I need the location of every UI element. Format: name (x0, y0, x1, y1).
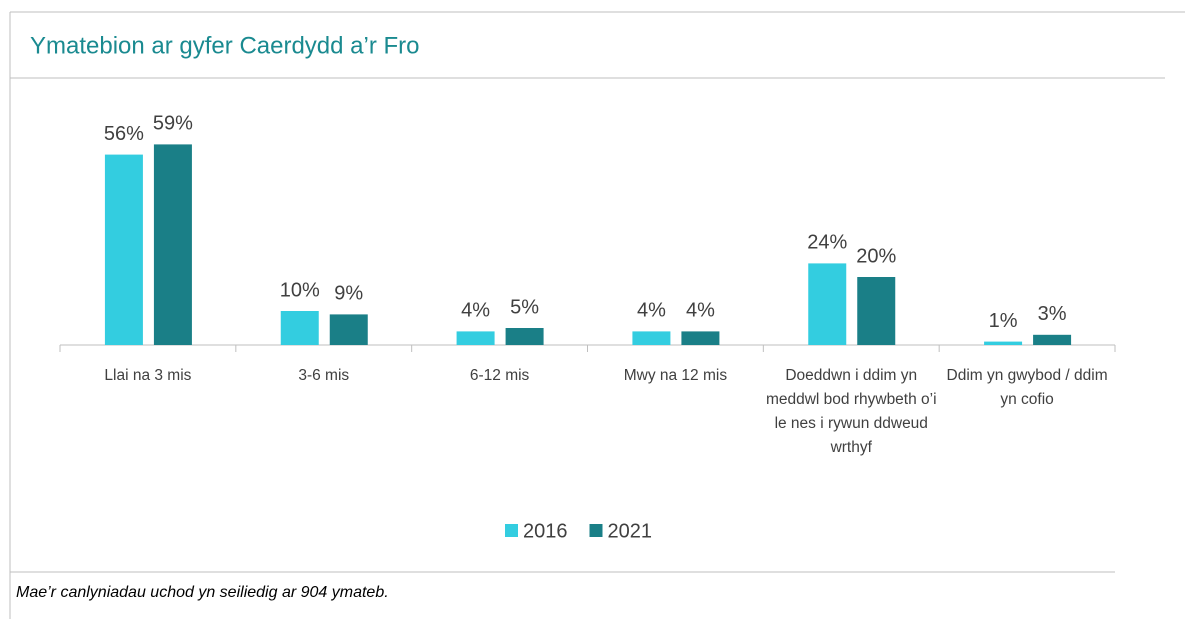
bar (1033, 334, 1072, 345)
bar (153, 144, 192, 345)
data-label: 1% (989, 310, 1018, 332)
legend-label: 2021 (608, 520, 653, 542)
bar (857, 277, 896, 345)
data-label: 4% (461, 300, 490, 322)
data-label: 3% (1038, 303, 1067, 325)
legend-label: 2016 (523, 520, 568, 542)
bar (505, 328, 544, 345)
data-label: 9% (334, 283, 363, 305)
x-tick-label: Doeddwn i ddim yn meddwl bod rhywbeth o’… (765, 367, 937, 456)
data-label: 20% (856, 245, 896, 267)
x-tick-label: Mwy na 12 mis (623, 367, 728, 384)
bar (456, 331, 495, 345)
data-label: 24% (807, 232, 847, 254)
bar (632, 331, 671, 345)
x-tick-label: 6-12 mis (469, 367, 530, 384)
x-tick-label: Ddim yn gwybod / ddim yn cofio (946, 367, 1108, 408)
data-label: 5% (510, 296, 539, 318)
bar (984, 341, 1023, 345)
data-label: 56% (104, 123, 144, 145)
chart-title: Ymatebion ar gyfer Caerdydd a’r Fro (30, 32, 420, 59)
bar (681, 331, 720, 345)
x-tick-label: 3-6 mis (298, 367, 350, 384)
footnote: Mae’r canlyniadau uchod yn seiliedig ar … (16, 584, 389, 601)
data-label: 59% (153, 113, 193, 135)
legend-swatch (505, 524, 518, 537)
bar (280, 311, 319, 345)
bar (329, 314, 368, 345)
data-label: 10% (280, 279, 320, 301)
legend-swatch (589, 524, 603, 537)
x-tick-label: Llai na 3 mis (104, 367, 192, 384)
bar (808, 263, 847, 345)
data-label: 4% (686, 300, 715, 322)
bar (104, 154, 143, 345)
data-label: 4% (637, 300, 666, 322)
